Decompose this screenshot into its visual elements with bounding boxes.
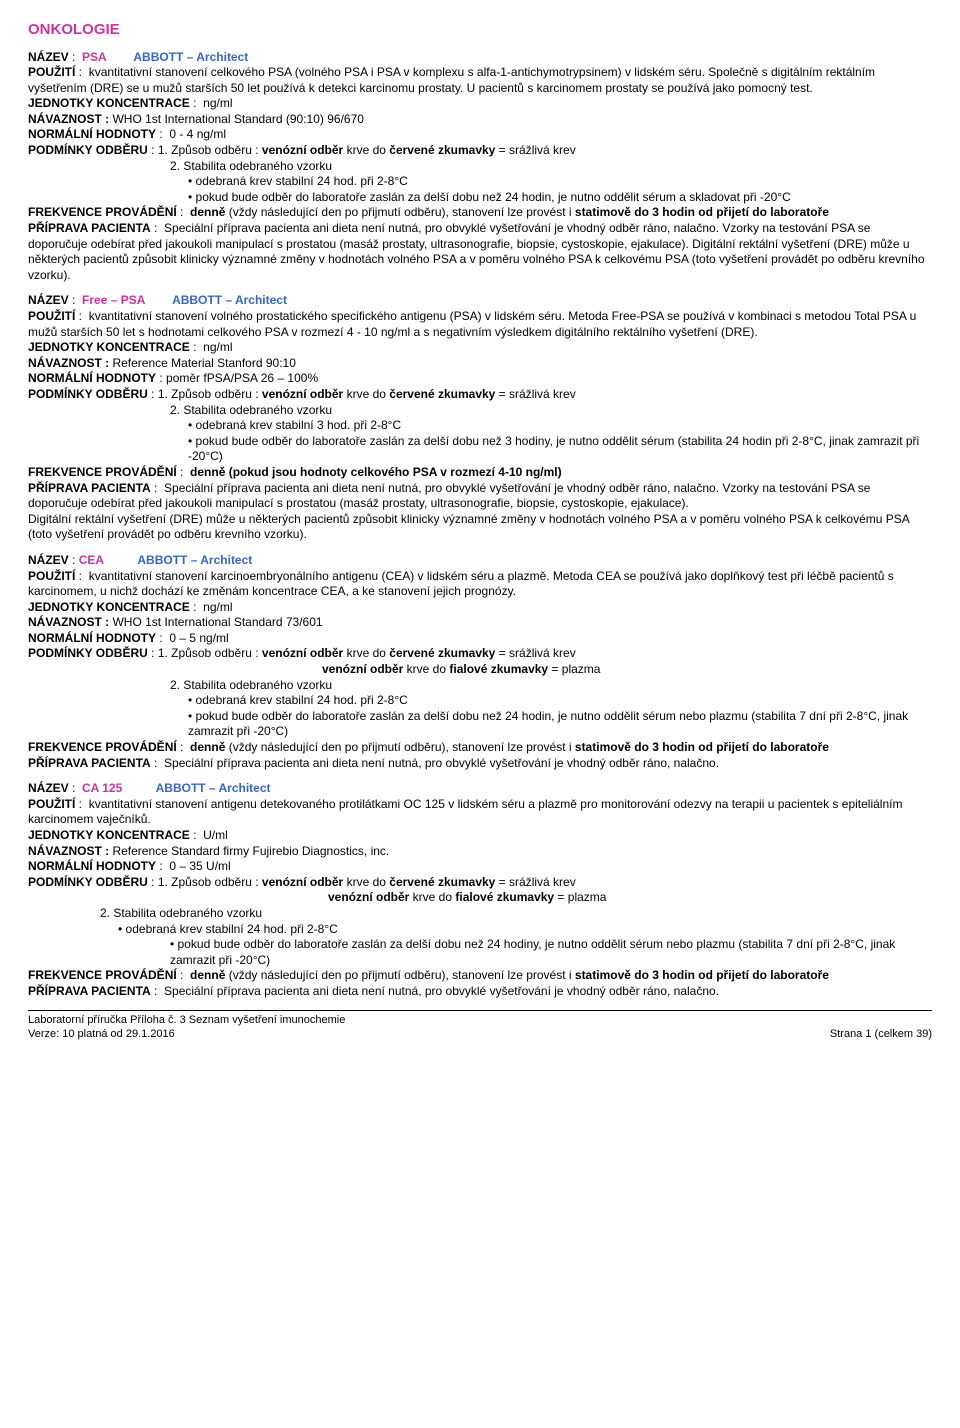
footer: Laboratorní příručka Příloha č. 3 Seznam… (28, 1013, 932, 1042)
ca125-b2: • pokud bude odběr do laboratoře zaslán … (28, 937, 932, 968)
ca125-cond1b: venózní odběr krve do fialové zkumavky =… (28, 890, 932, 906)
fpsa-usage: POUŽITÍ : kvantitativní stanovení volnéh… (28, 309, 932, 340)
psa-usage: POUŽITÍ : kvantitativní stanovení celkov… (28, 65, 932, 96)
cea-name-line: NÁZEV : CEA ABBOTT – Architect (28, 553, 932, 569)
fpsa-name-line: NÁZEV : Free – PSA ABBOTT – Architect (28, 293, 932, 309)
fpsa-norm: NORMÁLNÍ HODNOTY : poměr fPSA/PSA 26 – 1… (28, 371, 932, 387)
psa-b2: • pokud bude odběr do laboratoře zaslán … (28, 190, 932, 206)
fpsa-name: Free – PSA (82, 293, 145, 307)
cea-cond2: 2. Stabilita odebraného vzorku (28, 678, 932, 694)
ca125-cond2: 2. Stabilita odebraného vzorku (28, 906, 932, 922)
cea-trace: NÁVAZNOST : WHO 1st International Standa… (28, 615, 932, 631)
ca125-prep: PŘÍPRAVA PACIENTA : Speciální příprava p… (28, 984, 932, 1000)
fpsa-freq: FREKVENCE PROVÁDĚNÍ : denně (pokud jsou … (28, 465, 932, 481)
cea-b2: • pokud bude odběr do laboratoře zaslán … (28, 709, 932, 740)
psa-norm: NORMÁLNÍ HODNOTY : 0 - 4 ng/ml (28, 127, 932, 143)
footer-left: Laboratorní příručka Příloha č. 3 Seznam… (28, 1013, 345, 1042)
psa-name: PSA (82, 50, 107, 64)
cea-norm: NORMÁLNÍ HODNOTY : 0 – 5 ng/ml (28, 631, 932, 647)
fpsa-instrument: ABBOTT – Architect (172, 293, 287, 307)
ca125-b1: odebraná krev stabilní 24 hod. při 2-8°C (28, 922, 932, 938)
footer-left1: Laboratorní příručka Příloha č. 3 Seznam… (28, 1013, 345, 1027)
section-psa: NÁZEV : PSA ABBOTT – Architect POUŽITÍ :… (28, 50, 932, 284)
ca125-units: JEDNOTKY KONCENTRACE : U/ml (28, 828, 932, 844)
page-title: ONKOLOGIE (28, 20, 932, 40)
fpsa-prep2: Digitální rektální vyšetření (DRE) může … (28, 512, 932, 543)
footer-right: Strana 1 (celkem 39) (830, 1027, 932, 1041)
section-cea: NÁZEV : CEA ABBOTT – Architect POUŽITÍ :… (28, 553, 932, 771)
psa-cond2: 2. Stabilita odebraného vzorku (28, 159, 932, 175)
cea-units: JEDNOTKY KONCENTRACE : ng/ml (28, 600, 932, 616)
fpsa-cond2: 2. Stabilita odebraného vzorku (28, 403, 932, 419)
ca125-cond1: PODMÍNKY ODBĚRU : 1. Způsob odběru : ven… (28, 875, 932, 891)
cea-freq: FREKVENCE PROVÁDĚNÍ : denně (vždy násled… (28, 740, 932, 756)
fpsa-units: JEDNOTKY KONCENTRACE : ng/ml (28, 340, 932, 356)
cea-usage: POUŽITÍ : kvantitativní stanovení karcin… (28, 569, 932, 600)
footer-left2: Verze: 10 platná od 29.1.2016 (28, 1027, 345, 1041)
psa-freq: FREKVENCE PROVÁDĚNÍ : denně (vždy násled… (28, 205, 932, 221)
cea-b1: odebraná krev stabilní 24 hod. při 2-8°C (28, 693, 932, 709)
cea-instrument: ABBOTT – Architect (137, 553, 252, 567)
fpsa-b1: odebraná krev stabilní 3 hod. při 2-8°C (28, 418, 932, 434)
section-fpsa: NÁZEV : Free – PSA ABBOTT – Architect PO… (28, 293, 932, 543)
ca125-freq: FREKVENCE PROVÁDĚNÍ : denně (vždy násled… (28, 968, 932, 984)
ca125-trace: NÁVAZNOST : Reference Standard firmy Fuj… (28, 844, 932, 860)
psa-instrument: ABBOTT – Architect (133, 50, 248, 64)
cea-prep: PŘÍPRAVA PACIENTA : Speciální příprava p… (28, 756, 932, 772)
fpsa-trace: NÁVAZNOST : Reference Material Stanford … (28, 356, 932, 372)
ca125-norm: NORMÁLNÍ HODNOTY : 0 – 35 U/ml (28, 859, 932, 875)
footer-rule (28, 1010, 932, 1011)
ca125-name-line: NÁZEV : CA 125 ABBOTT – Architect (28, 781, 932, 797)
psa-name-line: NÁZEV : PSA ABBOTT – Architect (28, 50, 932, 66)
psa-b1: odebraná krev stabilní 24 hod. při 2-8°C (28, 174, 932, 190)
ca125-instrument: ABBOTT – Architect (156, 781, 271, 795)
cea-cond1b: venózní odběr krve do fialové zkumavky =… (28, 662, 932, 678)
name-label: NÁZEV (28, 50, 69, 64)
cea-name: CEA (79, 553, 104, 567)
psa-cond1: PODMÍNKY ODBĚRU : 1. Způsob odběru : ven… (28, 143, 932, 159)
ca125-name: CA 125 (82, 781, 122, 795)
cea-cond1: PODMÍNKY ODBĚRU : 1. Způsob odběru : ven… (28, 646, 932, 662)
fpsa-prep1: PŘÍPRAVA PACIENTA : Speciální příprava p… (28, 481, 932, 512)
fpsa-b2: • pokud bude odběr do laboratoře zaslán … (28, 434, 932, 465)
ca125-usage: POUŽITÍ : kvantitativní stanovení antige… (28, 797, 932, 828)
psa-units: JEDNOTKY KONCENTRACE : ng/ml (28, 96, 932, 112)
fpsa-cond1: PODMÍNKY ODBĚRU : 1. Způsob odběru : ven… (28, 387, 932, 403)
psa-trace: NÁVAZNOST : WHO 1st International Standa… (28, 112, 932, 128)
section-ca125: NÁZEV : CA 125 ABBOTT – Architect POUŽIT… (28, 781, 932, 999)
psa-prep: PŘÍPRAVA PACIENTA : Speciální příprava p… (28, 221, 932, 283)
